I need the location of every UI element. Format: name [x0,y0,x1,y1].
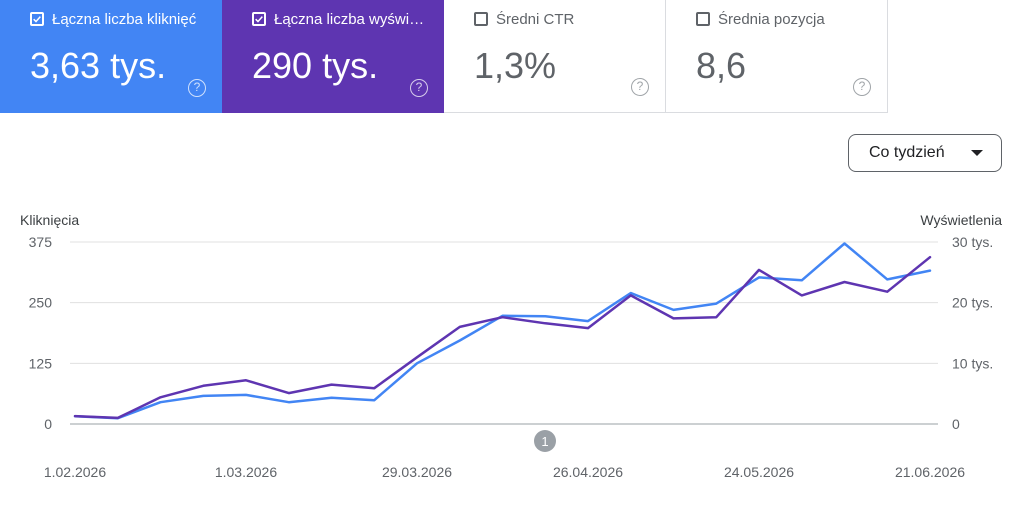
ctr-value: 1,3% [474,45,557,86]
help-icon[interactable]: ? [853,78,871,96]
position-checkbox[interactable] [696,12,710,26]
clicks-metric-card[interactable]: Łączna liczba kliknięć 3,63 tys. ? [0,0,222,113]
impressions-metric-card[interactable]: Łączna liczba wyświetleń 290 tys. ? [222,0,444,113]
right-axis-ticks: 0 10 tys. 20 tys. 30 tys. [952,234,993,432]
x-tick-label: 1.03.2026 [215,464,277,480]
help-icon[interactable]: ? [631,78,649,96]
ctr-metric-card[interactable]: Średni CTR 1,3% ? [444,0,666,113]
x-tick-label: 21.06.2026 [895,464,965,480]
annotation-marker-label: 1 [541,434,548,449]
position-value: 8,6 [696,45,747,86]
period-dropdown[interactable]: Co tydzień [848,134,1002,172]
clicks-value: 3,63 tys. [30,45,167,86]
x-tick-label: 29.03.2026 [382,464,452,480]
grid-lines [70,241,938,425]
impressions-series-line [73,255,932,420]
right-tick-label: 10 tys. [952,355,993,371]
check-icon [255,16,263,23]
x-tick-label: 1.02.2026 [44,464,106,480]
right-tick-label: 0 [952,416,960,432]
impressions-value: 290 tys. [252,45,379,86]
position-metric-card[interactable]: Średnia pozycja 8,6 ? [666,0,888,113]
left-tick-label: 375 [29,234,53,250]
clicks-label: Łączna liczba kliknięć [52,10,197,28]
chart-series [73,242,932,420]
left-tick-label: 0 [44,416,52,432]
right-axis-title: Wyświetlenia [920,212,1002,228]
ctr-checkbox[interactable] [474,12,488,26]
right-tick-label: 30 tys. [952,234,993,250]
ctr-label: Średni CTR [496,10,575,28]
period-dropdown-value: Co tydzień [869,144,945,161]
clicks-checkbox[interactable] [30,12,44,26]
performance-chart: Kliknięcia Wyświetlenia 0 125 250 375 0 10 t… [20,212,1002,480]
right-tick-label: 20 tys. [952,295,993,311]
left-tick-label: 125 [29,355,53,371]
annotation-marker[interactable]: 1 [534,430,556,452]
x-tick-label: 24.05.2026 [724,464,794,480]
x-axis-ticks: 1.02.2026 1.03.2026 29.03.2026 26.04.2026 24… [44,464,965,480]
impressions-label: Łączna liczba wyświetleń [274,10,430,28]
help-icon[interactable]: ? [410,79,428,97]
metric-cards: Łączna liczba kliknięć 3,63 tys. ? Łączn… [0,0,888,113]
left-tick-label: 250 [29,295,53,311]
impressions-checkbox[interactable] [252,12,266,26]
help-icon[interactable]: ? [188,79,206,97]
dropdown-arrow-icon [971,150,983,156]
check-icon [33,16,41,23]
x-tick-label: 26.04.2026 [553,464,623,480]
left-axis-ticks: 0 125 250 375 [29,234,53,432]
left-axis-title: Kliknięcia [20,212,79,228]
clicks-series-line [73,242,932,420]
position-label: Średnia pozycja [718,10,825,28]
